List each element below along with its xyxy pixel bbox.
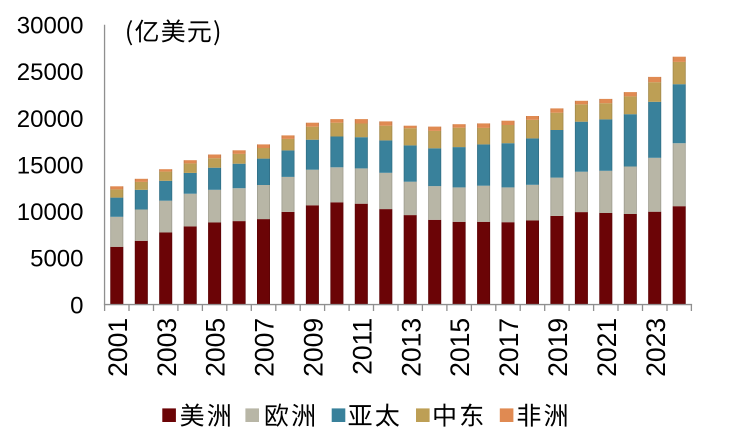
svg-text:5000: 5000	[30, 246, 83, 273]
svg-text:2009: 2009	[299, 318, 329, 377]
svg-text:2003: 2003	[152, 318, 182, 377]
svg-text:25000: 25000	[17, 59, 84, 86]
svg-text:20000: 20000	[17, 106, 84, 133]
svg-text:2005: 2005	[201, 318, 231, 377]
svg-text:2007: 2007	[250, 318, 280, 377]
svg-text:2011: 2011	[347, 318, 377, 375]
svg-text:2017: 2017	[494, 318, 524, 377]
svg-text:10000: 10000	[17, 199, 84, 226]
svg-text:2013: 2013	[396, 318, 426, 377]
svg-text:15000: 15000	[17, 152, 84, 179]
svg-text:2021: 2021	[592, 318, 622, 377]
svg-text:0: 0	[70, 292, 83, 319]
svg-text:2001: 2001	[103, 318, 133, 377]
svg-text:2015: 2015	[445, 318, 475, 377]
svg-text:30000: 30000	[17, 13, 84, 40]
svg-text:2023: 2023	[641, 318, 671, 377]
svg-text:2019: 2019	[543, 318, 573, 377]
